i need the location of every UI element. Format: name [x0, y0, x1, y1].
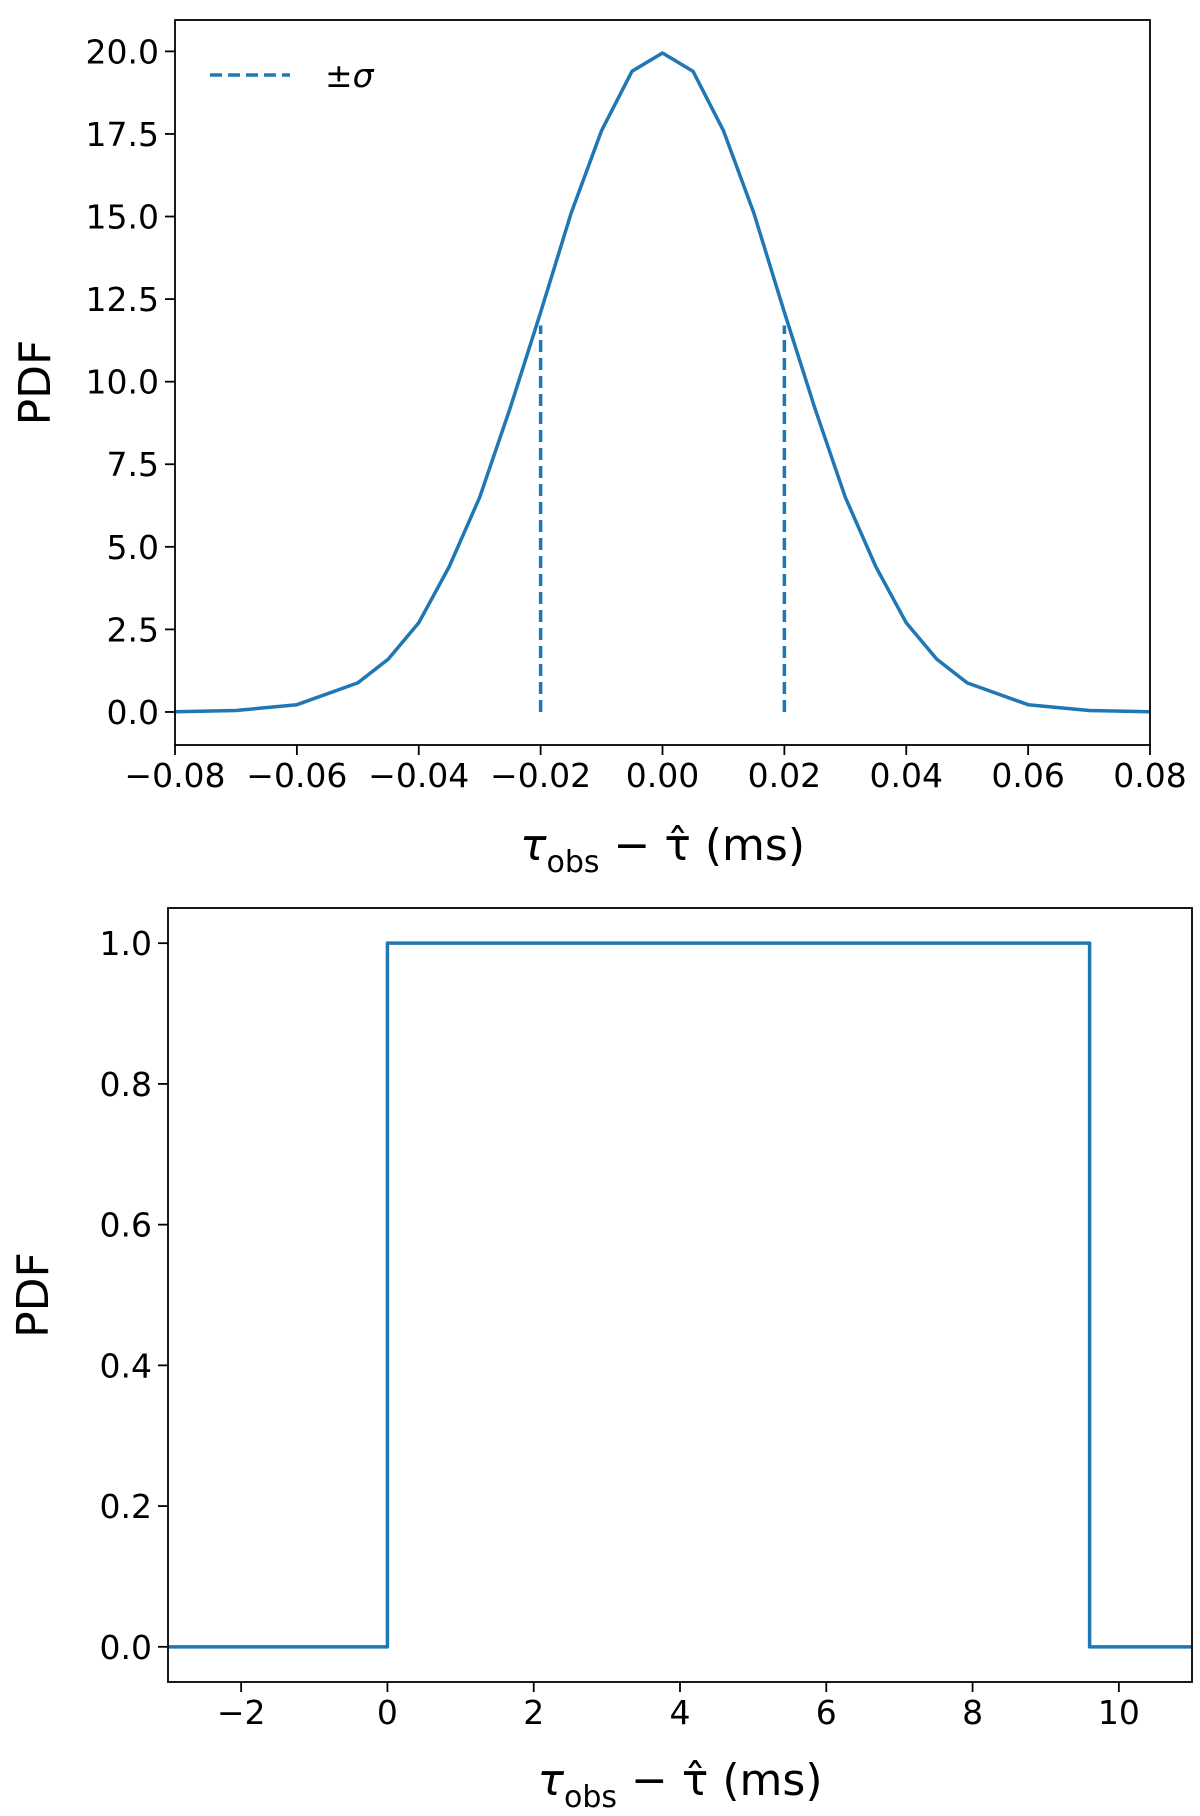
x-tick-label: −0.04: [368, 756, 469, 795]
x-axis-label-symbol: τ: [538, 1755, 565, 1806]
x-axis-label-subscript: obs: [564, 1780, 617, 1815]
x-axis-label-subscript: obs: [547, 845, 600, 880]
y-tick-label: 10.0: [86, 363, 159, 402]
x-axis-label: τobs − τ̂ (ms): [520, 820, 805, 880]
x-axis-label: τobs − τ̂ (ms): [538, 1755, 823, 1815]
x-tick-label: −2: [217, 1693, 266, 1732]
y-tick-label: 2.5: [107, 610, 159, 649]
y-axis-label: PDF: [8, 1252, 59, 1338]
x-tick-label: 6: [816, 1693, 837, 1732]
y-tick-label: 7.5: [107, 445, 159, 484]
y-tick-label: 17.5: [86, 115, 159, 154]
y-tick-label: 0.8: [100, 1065, 152, 1104]
y-tick-label: 5.0: [107, 528, 159, 567]
uniform-pdf-chart: −2 0 2 4 6 8 10 0.0 0.2 0.4 0.6 0.8 1.0 PDF τobs − τ̂ …: [8, 907, 1193, 1815]
x-tick-label: 0.06: [991, 756, 1064, 795]
x-tick-label: −0.06: [246, 756, 347, 795]
series-line-0: [174, 51, 1151, 714]
x-axis-label-symbol: τ: [520, 820, 547, 871]
series-line-0: [168, 941, 1192, 1649]
x-tick-label: 0: [377, 1693, 398, 1732]
x-axis-label-rest: − τ̂ (ms): [600, 820, 805, 871]
y-tick-label: 0.0: [107, 693, 159, 732]
x-tick-label: 0.04: [870, 756, 943, 795]
x-tick-label: 0.08: [1113, 756, 1186, 795]
y-tick-label: 1.0: [100, 924, 152, 963]
plot-frame: [174, 19, 1151, 746]
x-axis-label-rest: − τ̂ (ms): [617, 1755, 822, 1806]
gaussian-pdf-chart: −0.08 −0.06 −0.04 −0.02 0.00 0.02 0.04 0.06 0.08…: [10, 19, 1187, 880]
x-tick-label: 8: [962, 1693, 983, 1732]
plot-frame: [167, 907, 1193, 1683]
x-tick-label: 0.02: [748, 756, 821, 795]
x-tick-label: 0.00: [626, 756, 699, 795]
y-tick-label: 0.4: [100, 1346, 152, 1385]
x-tick-label: −0.02: [490, 756, 591, 795]
x-tick-label: −0.08: [124, 756, 225, 795]
legend-label: ±σ: [325, 56, 375, 95]
y-tick-label: 20.0: [86, 32, 159, 71]
y-tick-label: 12.5: [86, 280, 159, 319]
x-tick-label: 4: [670, 1693, 691, 1732]
y-tick-label: 0.6: [100, 1206, 152, 1245]
y-axis-label: PDF: [10, 340, 61, 426]
y-tick-label: 0.0: [100, 1628, 152, 1667]
y-tick-label: 15.0: [86, 198, 159, 237]
x-tick-label: 10: [1098, 1693, 1140, 1732]
x-tick-label: 2: [523, 1693, 544, 1732]
y-tick-label: 0.2: [100, 1487, 152, 1526]
